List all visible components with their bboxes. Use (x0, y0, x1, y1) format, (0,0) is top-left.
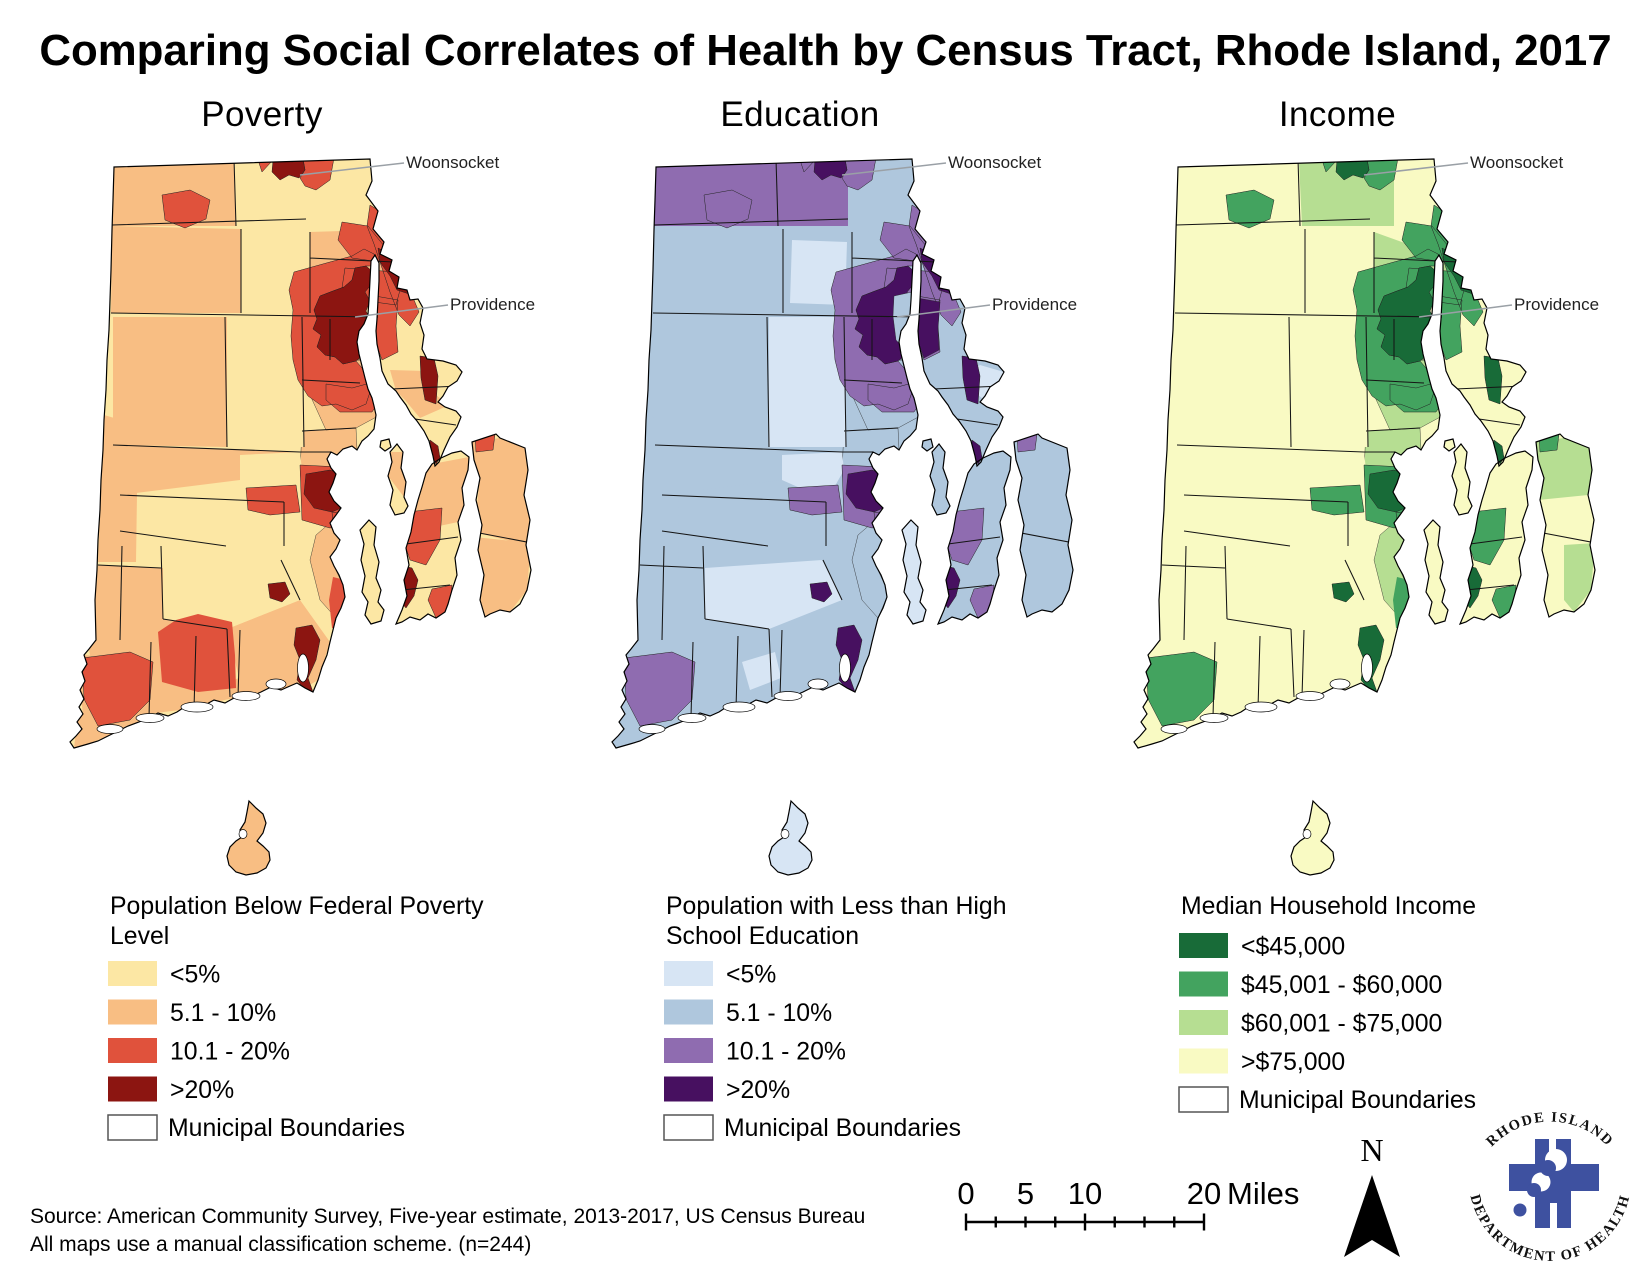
svg-text:Woonsocket: Woonsocket (1470, 153, 1564, 172)
svg-text:>20%: >20% (726, 1077, 790, 1104)
svg-text:$45,001 - $60,000: $45,001 - $60,000 (1241, 972, 1442, 999)
svg-text:Providence: Providence (1514, 295, 1599, 314)
svg-text:Providence: Providence (450, 295, 535, 314)
svg-text:10: 10 (1068, 1176, 1102, 1211)
svg-text:>$75,000: >$75,000 (1241, 1049, 1345, 1076)
svg-text:5.1 - 10%: 5.1 - 10% (170, 1000, 276, 1027)
svg-text:Population Below Federal Pover: Population Below Federal Poverty (110, 893, 484, 920)
svg-text:<5%: <5% (726, 962, 776, 989)
svg-text:Population with Less than High: Population with Less than High (666, 893, 1007, 920)
svg-text:Median Household Income: Median Household Income (1181, 893, 1476, 920)
svg-text:Municipal Boundaries: Municipal Boundaries (1239, 1087, 1476, 1114)
svg-text:$60,001 - $75,000: $60,001 - $75,000 (1241, 1011, 1442, 1038)
svg-text:20: 20 (1187, 1176, 1221, 1211)
svg-text:>20%: >20% (170, 1077, 234, 1104)
svg-text:0: 0 (957, 1176, 974, 1211)
svg-text:School Education: School Education (666, 923, 859, 950)
svg-text:Providence: Providence (992, 295, 1077, 314)
svg-text:All maps use a manual classifi: All maps use a manual classification sch… (30, 1233, 531, 1256)
svg-text:Level: Level (110, 923, 169, 950)
svg-text:Municipal Boundaries: Municipal Boundaries (168, 1115, 405, 1142)
svg-text:Woonsocket: Woonsocket (406, 153, 500, 172)
svg-text:Source: American Community Sur: Source: American Community Survey, Five-… (30, 1205, 865, 1228)
svg-text:N: N (1360, 1132, 1383, 1168)
svg-text:Municipal Boundaries: Municipal Boundaries (724, 1115, 961, 1142)
svg-text:10.1 - 20%: 10.1 - 20% (726, 1039, 846, 1066)
svg-text:5.1 - 10%: 5.1 - 10% (726, 1000, 832, 1027)
svg-text:Miles: Miles (1227, 1176, 1299, 1211)
svg-text:5: 5 (1017, 1176, 1034, 1211)
svg-text:<5%: <5% (170, 962, 220, 989)
svg-text:Woonsocket: Woonsocket (948, 153, 1042, 172)
svg-text:<$45,000: <$45,000 (1241, 934, 1345, 961)
svg-text:10.1 - 20%: 10.1 - 20% (170, 1039, 290, 1066)
